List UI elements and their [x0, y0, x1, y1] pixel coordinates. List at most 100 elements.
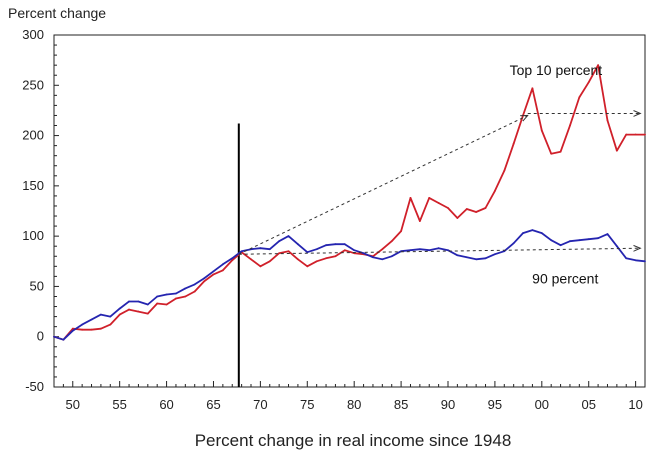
data-point [118, 313, 121, 316]
data-point [409, 249, 412, 252]
data-point [268, 248, 271, 251]
data-point [522, 114, 524, 117]
y-tick-label: -50 [25, 379, 44, 394]
data-point [306, 265, 309, 268]
data-point [531, 229, 534, 232]
data-point [465, 208, 468, 210]
data-point [484, 207, 487, 209]
x-tick-label: 85 [394, 397, 408, 412]
data-point [165, 303, 168, 306]
data-point [278, 240, 281, 243]
data-point [325, 257, 327, 260]
data-point [606, 119, 609, 122]
data-point [634, 259, 637, 262]
data-point [71, 329, 74, 332]
x-tick-label: 05 [581, 397, 595, 412]
data-point [381, 248, 384, 251]
x-tick-label: 95 [488, 397, 502, 412]
data-point [278, 252, 281, 255]
data-point [587, 81, 590, 84]
x-tick-label: 75 [300, 397, 314, 412]
data-point [494, 253, 496, 256]
data-point [287, 250, 290, 253]
x-tick-label: 50 [66, 397, 80, 412]
data-point [456, 254, 459, 257]
x-tick-label: 55 [112, 397, 126, 412]
data-point [212, 270, 215, 273]
data-point [447, 249, 449, 252]
data-point [137, 300, 140, 303]
data-point [381, 258, 384, 261]
data-point [625, 133, 628, 136]
data-point [522, 232, 524, 235]
data-point [644, 133, 646, 136]
x-tick-label: 65 [206, 397, 220, 412]
x-tick-label: 00 [535, 397, 549, 412]
data-point [569, 124, 571, 127]
data-point [146, 312, 149, 315]
x-tick-label: 60 [159, 397, 173, 412]
data-point [146, 303, 149, 306]
data-point [606, 233, 609, 236]
data-point [137, 310, 140, 313]
data-point [193, 290, 196, 293]
data-point [447, 207, 449, 209]
data-point [390, 255, 393, 258]
data-point [90, 318, 93, 321]
data-point [343, 249, 346, 252]
data-point [100, 313, 102, 316]
data-point [231, 259, 234, 262]
data-point [128, 308, 130, 311]
data-point [118, 307, 121, 310]
y-axis-label: Percent change [8, 5, 106, 21]
data-point [418, 248, 421, 251]
data-point [428, 197, 431, 199]
data-point [540, 129, 543, 132]
data-point [184, 295, 187, 298]
data-point [240, 250, 243, 253]
data-point [100, 327, 102, 330]
data-point [90, 328, 93, 331]
x-axis-label: Percent change in real income since 1948 [195, 431, 512, 450]
data-point [428, 249, 431, 252]
data-point [221, 263, 224, 266]
x-tick-label: 70 [253, 397, 267, 412]
data-point [203, 277, 205, 280]
data-point [175, 297, 177, 300]
data-point [587, 238, 590, 241]
series-annotation: 90 percent [532, 270, 598, 286]
data-point [531, 87, 534, 90]
data-point [503, 250, 506, 253]
data-point [559, 244, 562, 247]
data-point [53, 335, 55, 338]
y-tick-label: 150 [22, 178, 44, 193]
y-tick-label: 100 [22, 228, 44, 243]
data-point [540, 232, 543, 235]
data-point [456, 217, 459, 219]
data-point [494, 189, 496, 192]
data-point [259, 247, 262, 250]
data-point [418, 220, 421, 222]
data-point [465, 256, 468, 259]
data-point [221, 269, 224, 272]
data-point [231, 257, 234, 260]
x-tick-label: 80 [347, 397, 361, 412]
data-point [437, 247, 440, 250]
series-line-top-10-percent [53, 64, 645, 341]
data-point [165, 293, 168, 296]
data-point [334, 255, 337, 258]
data-point [475, 258, 478, 261]
data-point [372, 256, 374, 259]
data-point [615, 149, 618, 152]
data-point [409, 197, 412, 199]
data-point [184, 287, 187, 290]
data-point [203, 280, 205, 283]
data-point [550, 239, 553, 242]
y-tick-label: 250 [22, 77, 44, 92]
data-point [334, 243, 337, 246]
data-point [625, 257, 628, 260]
data-point [634, 133, 637, 136]
data-point [390, 240, 393, 243]
